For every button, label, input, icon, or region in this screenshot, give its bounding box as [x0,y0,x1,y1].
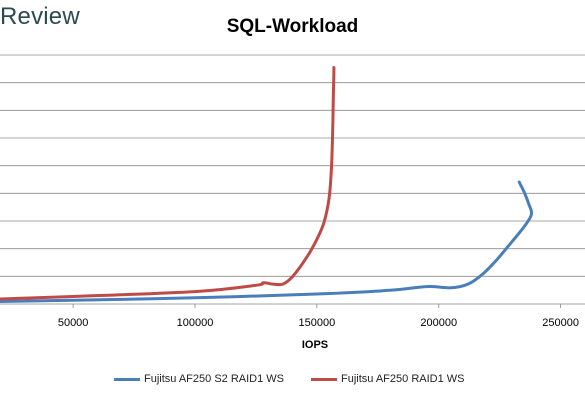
x-tick-label: 100000 [177,317,214,329]
legend-item-af250: Fujitsu AF250 RAID1 WS [311,373,465,385]
series-lines [0,66,534,303]
brand-logo: Review [0,3,80,30]
chart-title: SQL-Workload [226,16,359,37]
series-line-0 [0,180,534,303]
x-tick-labels: 50000 100000 150000 200000 250000 [58,317,579,329]
x-tick-label: 150000 [299,317,336,329]
gridlines [0,54,585,308]
legend-item-s2: Fujitsu AF250 S2 RAID1 WS [114,373,284,385]
x-axis-label: IOPS [302,339,328,351]
legend-label-af250: Fujitsu AF250 RAID1 WS [341,373,465,385]
legend-swatch-af250 [311,377,337,381]
series-line-1 [0,66,336,301]
x-tick-label: 200000 [420,317,457,329]
legend-label-s2: Fujitsu AF250 S2 RAID1 WS [144,373,284,385]
x-tick-label: 250000 [542,317,579,329]
x-tick-label: 50000 [58,317,89,329]
legend: Fujitsu AF250 S2 RAID1 WS Fujitsu AF250 … [0,373,585,389]
legend-swatch-s2 [114,377,140,381]
